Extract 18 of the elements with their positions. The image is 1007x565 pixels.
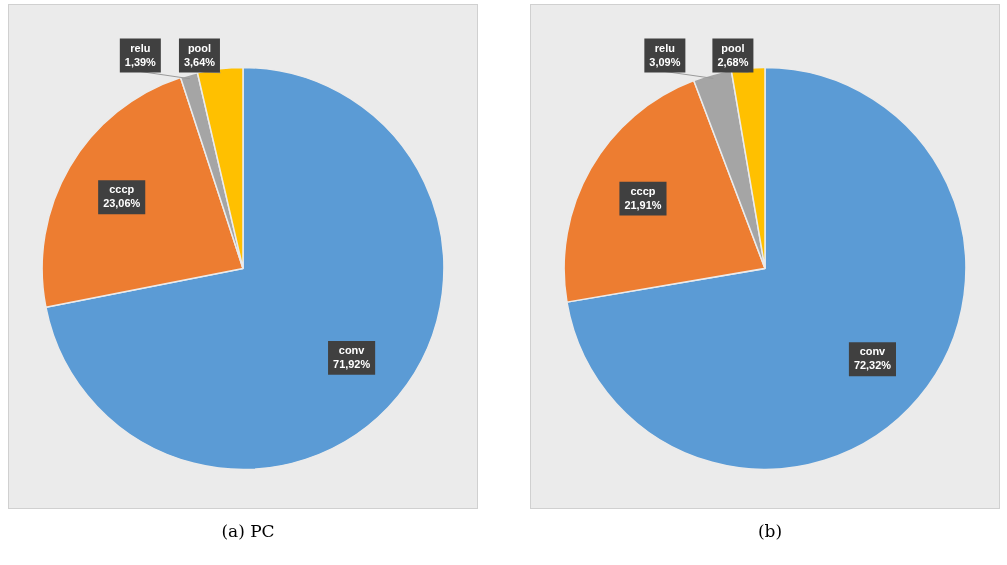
slice-label: pool xyxy=(187,41,211,54)
slice-label: cccp xyxy=(109,183,135,196)
data-label: 21,91% xyxy=(624,198,662,211)
slice-label: pool xyxy=(721,41,745,54)
slice-label: cccp xyxy=(630,184,656,197)
data-label: 2,68% xyxy=(717,55,749,68)
text: (b) xyxy=(756,521,784,541)
data-label: 23,06% xyxy=(103,197,141,210)
data-label: 1,39% xyxy=(124,55,157,68)
slice-label: relu xyxy=(130,41,151,54)
data-label: 72,32% xyxy=(853,359,892,372)
data-label: 3,64% xyxy=(183,55,216,68)
slice-label: conv xyxy=(859,345,887,358)
slice-label: conv xyxy=(338,343,366,356)
data-label: 3,09% xyxy=(649,55,681,68)
slice-label: relu xyxy=(654,41,675,54)
text: (a) PC xyxy=(220,521,276,541)
data-label: 71,92% xyxy=(333,357,371,370)
